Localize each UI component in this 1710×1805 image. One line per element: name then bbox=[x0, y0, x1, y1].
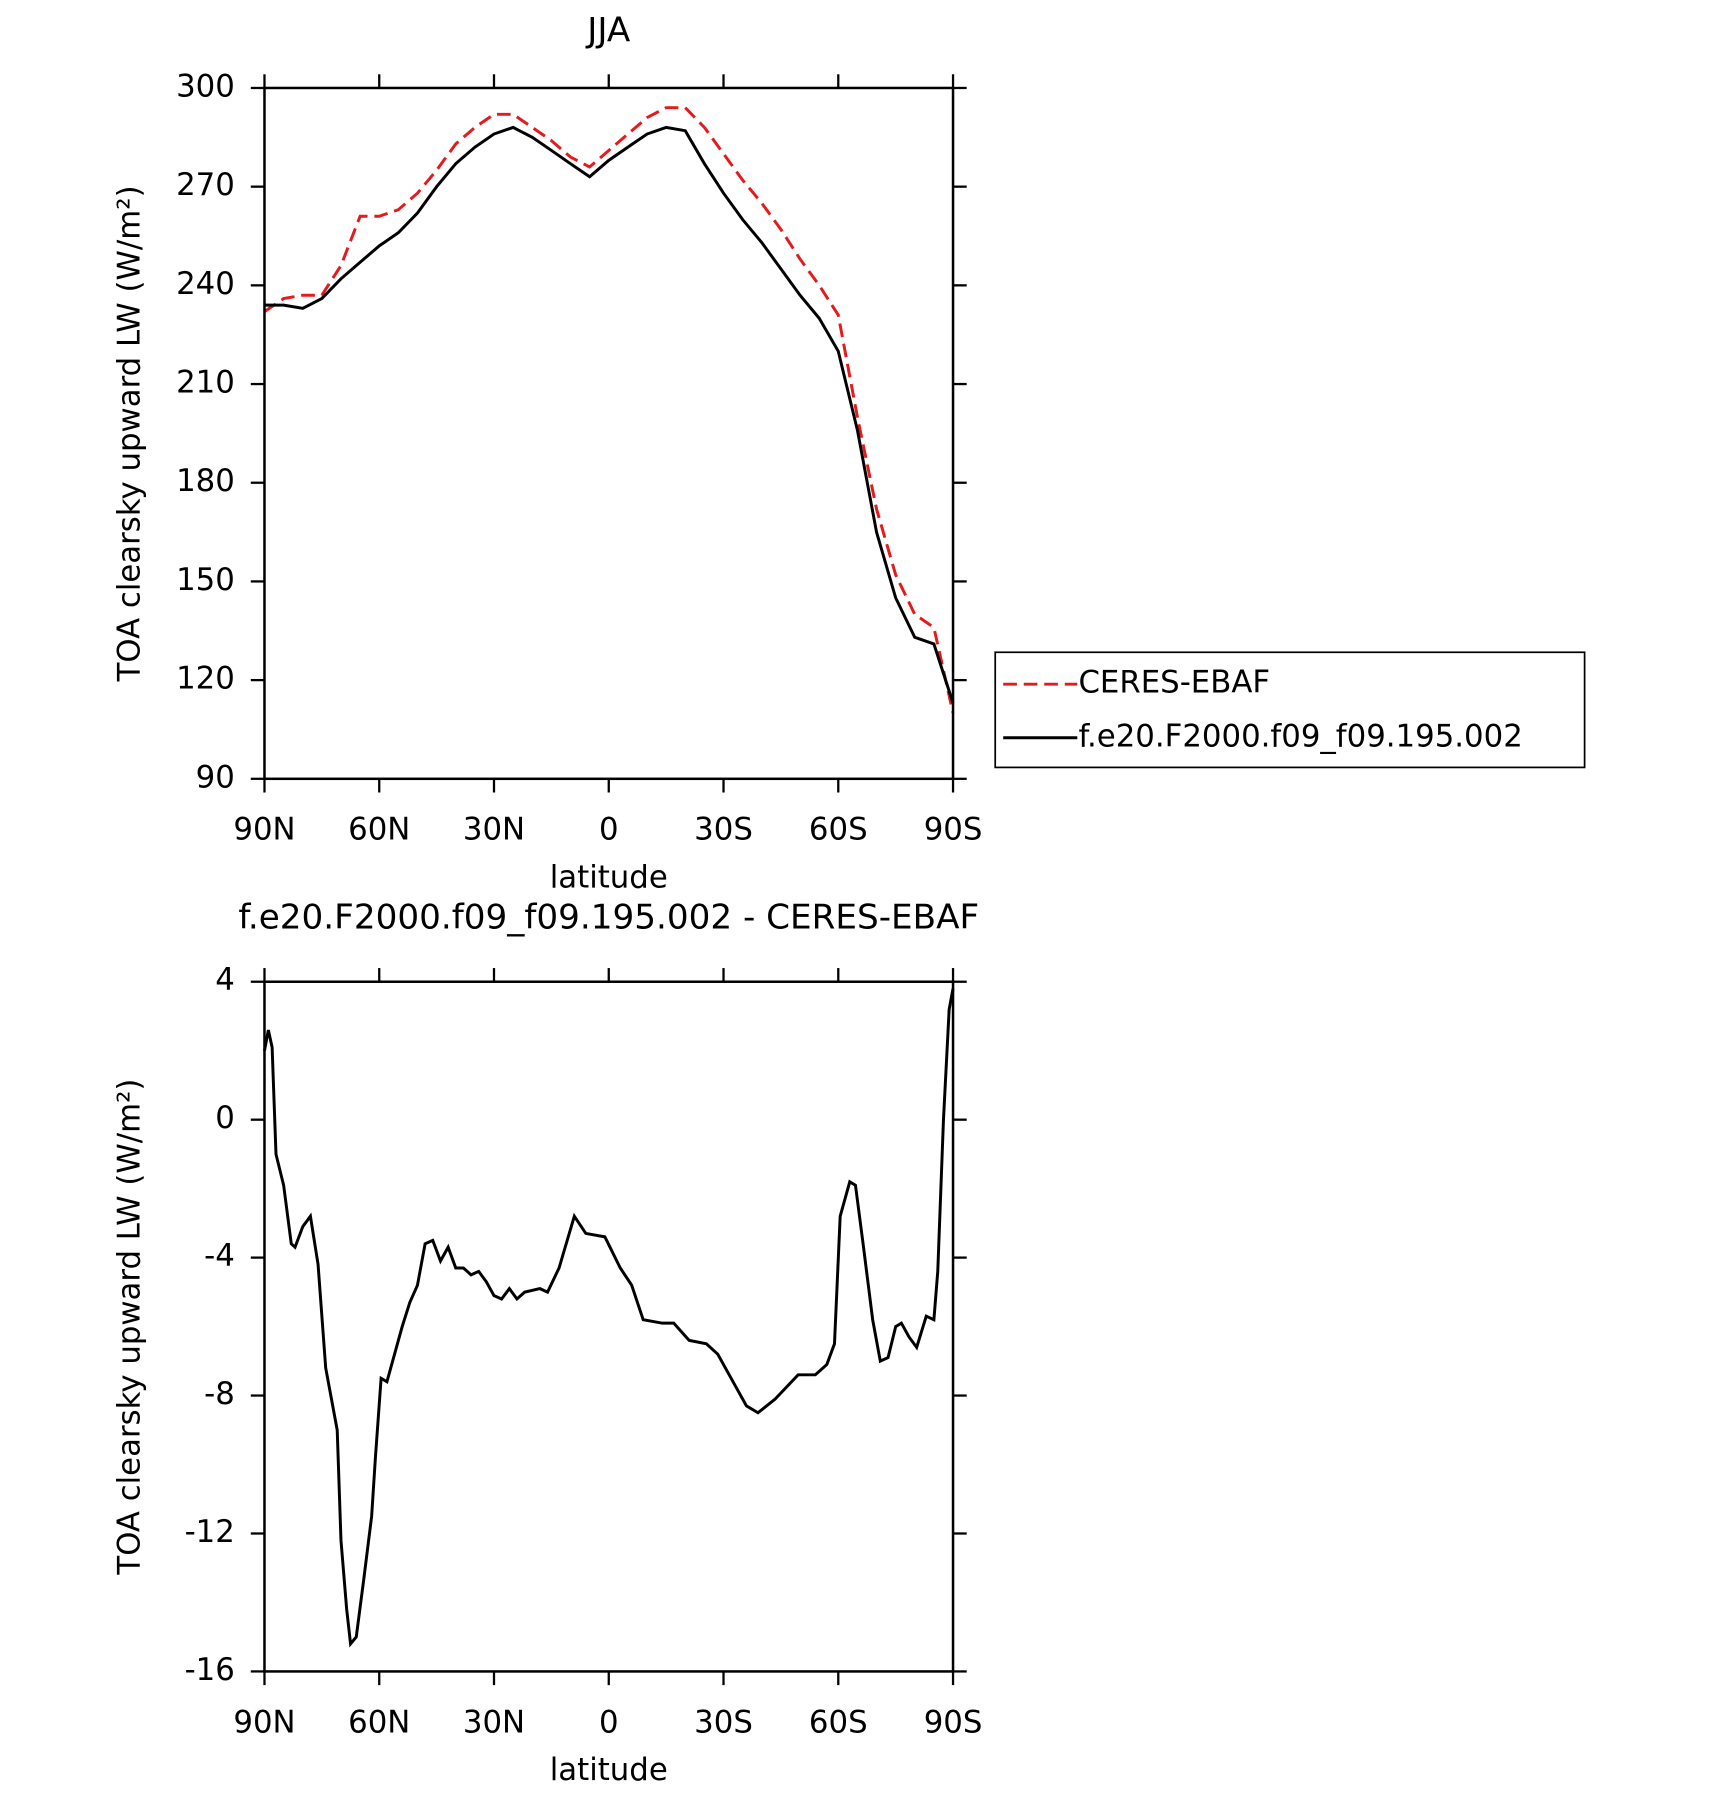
y-tick-label: 150 bbox=[176, 562, 235, 598]
x-tick-label: 60N bbox=[348, 812, 410, 848]
legend-label: CERES-EBAF bbox=[1078, 665, 1270, 701]
y-tick-label: 300 bbox=[176, 68, 235, 104]
x-tick-label: 30N bbox=[463, 812, 525, 848]
y-tick-label: -4 bbox=[204, 1238, 235, 1274]
x-axis-label: latitude bbox=[550, 860, 668, 896]
plot-frame bbox=[263, 86, 955, 781]
x-tick-label: 60N bbox=[348, 1704, 410, 1740]
y-tick-label: 210 bbox=[176, 365, 235, 401]
x-tick-label: 90N bbox=[233, 1704, 295, 1740]
x-tick-label: 30S bbox=[694, 1704, 753, 1740]
y-tick-label: -8 bbox=[204, 1376, 235, 1412]
legend-box bbox=[994, 651, 1586, 769]
x-tick-label: 0 bbox=[599, 812, 619, 848]
y-tick-label: 240 bbox=[176, 266, 235, 302]
x-axis-label: latitude bbox=[550, 1752, 668, 1788]
x-tick-label: 90S bbox=[924, 812, 983, 848]
x-tick-label: 90N bbox=[233, 812, 295, 848]
y-tick-label: 4 bbox=[215, 962, 235, 998]
chart-title: JJA bbox=[585, 11, 631, 51]
chart-title: f.e20.F2000.f09_f09.195.002 - CERES-EBAF bbox=[238, 898, 979, 938]
x-tick-label: 0 bbox=[599, 1704, 619, 1740]
y-tick-label: 90 bbox=[196, 759, 235, 795]
y-tick-label: 120 bbox=[176, 661, 235, 697]
x-tick-label: 90S bbox=[924, 1704, 983, 1740]
y-tick-label: 270 bbox=[176, 167, 235, 203]
data-line bbox=[263, 106, 955, 714]
y-axis-label: TOA clearsky upward LW (W/m²) bbox=[112, 185, 148, 682]
y-tick-label: -12 bbox=[185, 1514, 235, 1550]
x-tick-label: 60S bbox=[809, 812, 868, 848]
y-tick-label: 180 bbox=[176, 463, 235, 499]
y-axis-label: TOA clearsky upward LW (W/m²) bbox=[112, 1079, 148, 1576]
legend-label: f.e20.F2000.f09_f09.195.002 bbox=[1078, 718, 1522, 754]
y-tick-label: -16 bbox=[185, 1652, 235, 1688]
plot-frame bbox=[263, 980, 955, 1673]
data-line bbox=[263, 988, 955, 1648]
x-tick-label: 30S bbox=[694, 812, 753, 848]
data-line bbox=[264, 125, 955, 704]
x-tick-label: 60S bbox=[809, 1704, 868, 1740]
x-tick-label: 30N bbox=[463, 1704, 525, 1740]
y-tick-label: 0 bbox=[215, 1100, 235, 1136]
